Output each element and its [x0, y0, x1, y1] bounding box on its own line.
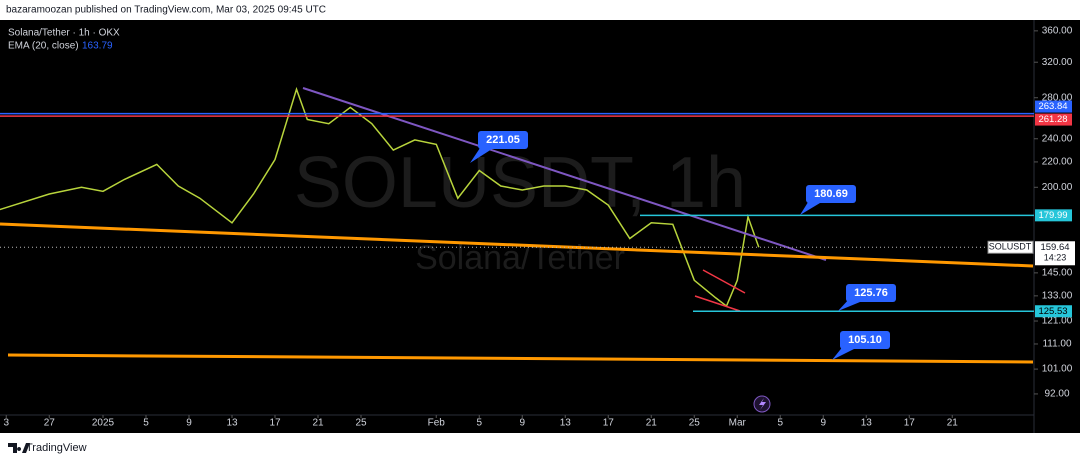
level-tag-label: 125.53	[1038, 306, 1067, 317]
brand-logo	[8, 443, 30, 453]
symbol-title: Solana/Tether · 1h · OKX	[8, 28, 120, 39]
x-tick-label: Feb	[428, 418, 446, 429]
x-tick-label: 25	[689, 418, 701, 429]
chart-background	[0, 20, 1080, 433]
price-tag-name-box	[987, 240, 1034, 254]
x-tick-label: 17	[603, 418, 615, 429]
x-tick-label: 9	[186, 418, 192, 429]
y-tick-label: 200.00	[1042, 182, 1073, 193]
header-bar	[0, 0, 1080, 20]
x-tick-label: 5	[143, 418, 149, 429]
brand: TradingView	[26, 442, 87, 454]
x-tick-label: 27	[44, 418, 56, 429]
y-tick-label: 240.00	[1042, 133, 1073, 144]
level-tag	[1035, 305, 1072, 318]
callout-box	[478, 131, 528, 149]
x-tick-label: 3	[3, 418, 9, 429]
callout-label: 180.69	[814, 188, 848, 200]
price-tag-box	[1035, 241, 1075, 266]
callout-box	[840, 331, 890, 349]
price-tag-countdown: 14:23	[1044, 253, 1067, 263]
publisher: bazaramoozan published on TradingView.co…	[6, 5, 326, 16]
price-tag-value: 159.64	[1040, 242, 1069, 253]
x-tick-label: 9	[519, 418, 525, 429]
callout-label: 221.05	[486, 134, 520, 146]
level-tag	[1035, 209, 1072, 222]
x-tick-label: 9	[820, 418, 826, 429]
support-line	[0, 222, 1034, 268]
x-tick-label: 5	[777, 418, 783, 429]
y-tick-label: 111.00	[1042, 339, 1072, 350]
footer-bar	[0, 433, 1080, 461]
x-tick-label: 2025	[92, 418, 115, 429]
level-tag	[1035, 113, 1072, 126]
price-tag-name: SOLUSDT	[989, 242, 1032, 252]
y-tick-label: 145.00	[1042, 268, 1073, 279]
x-tick-label: 21	[312, 418, 324, 429]
y-tick-label: 320.00	[1042, 57, 1073, 68]
x-tick-label: 25	[355, 418, 367, 429]
x-tick-label: 17	[904, 418, 916, 429]
x-tick-label: 21	[646, 418, 658, 429]
callout-pointer	[470, 145, 492, 163]
level-tag	[1035, 100, 1072, 113]
y-tick-label: 360.00	[1042, 26, 1073, 37]
y-tick-label: 92.00	[1044, 389, 1069, 400]
x-tick-label: 17	[269, 418, 281, 429]
channel-line	[702, 269, 746, 294]
y-tick-label: 220.00	[1042, 157, 1073, 168]
channel-line	[694, 295, 741, 312]
y-tick-label: 121.00	[1042, 316, 1073, 327]
callout-label: 125.76	[854, 287, 888, 299]
x-tick-label: 13	[861, 418, 873, 429]
level-tag-label: 179.99	[1038, 210, 1067, 221]
indicator-name: EMA (20, close)	[8, 41, 79, 52]
indicator-value: 163.79	[82, 41, 113, 52]
y-tick-label: 280.00	[1042, 92, 1073, 103]
callout-box	[846, 284, 896, 302]
plot	[0, 86, 760, 308]
price-line	[0, 86, 760, 308]
callout-box	[806, 185, 856, 203]
x-tick-label: Mar	[729, 418, 747, 429]
y-tick-label: 101.00	[1042, 364, 1073, 375]
y-tick-label: 133.00	[1042, 290, 1073, 301]
level-tag-label: 261.28	[1038, 114, 1067, 125]
x-tick-label: 5	[476, 418, 482, 429]
support-line	[7, 353, 1034, 364]
event-icon-bolt	[759, 398, 766, 410]
level-tag-label: 263.84	[1038, 101, 1067, 112]
x-tick-label: 13	[226, 418, 238, 429]
callout-label: 105.10	[848, 334, 882, 346]
x-tick-label: 21	[947, 418, 959, 429]
x-tick-label: 13	[560, 418, 572, 429]
